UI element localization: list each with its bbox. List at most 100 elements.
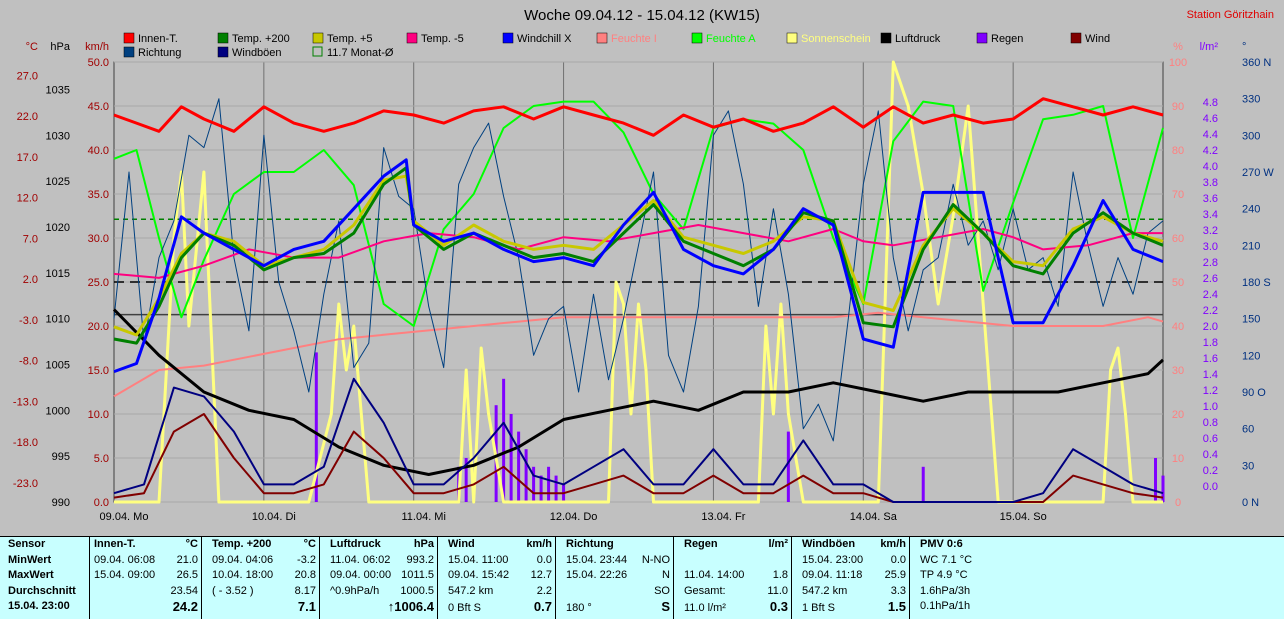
temp-unit: °C bbox=[26, 41, 38, 53]
regen-column: Regen l/m² 11.04. 14:00 1.8 Gesamt: 11.0 11… bbox=[684, 537, 792, 619]
rain-bar bbox=[921, 466, 925, 502]
rain-bar bbox=[524, 449, 528, 502]
wind-tick: 45.0 bbox=[88, 101, 109, 113]
rain-tick: 3.0 bbox=[1203, 241, 1218, 253]
humidity-tick: 50 bbox=[1172, 277, 1184, 289]
x-tick-label: 14.04. Sa bbox=[850, 511, 898, 523]
axes: 27.0 22.0 17.0 12.0 7.0 2.0 -3.0 -8.0 -13.0 -18.0… bbox=[13, 41, 1274, 509]
rain-bar bbox=[554, 475, 558, 502]
temp200-column: Temp. +200 °C 09.04. 04:06 -3.2 10.04. 18:… bbox=[212, 537, 320, 619]
direction-tick: 360 N bbox=[1242, 57, 1271, 69]
temp200-min-time: 09.04. 04:06 bbox=[212, 553, 274, 566]
wind-tick: 35.0 bbox=[88, 189, 109, 201]
legend-label: Temp. -5 bbox=[421, 33, 464, 45]
humidity-tick: 20 bbox=[1172, 409, 1184, 421]
legend-label: Windböen bbox=[232, 47, 282, 59]
temp-tick: -3.0 bbox=[19, 315, 38, 327]
richtung-max-val: N bbox=[662, 569, 670, 581]
row-min-label: MinWert bbox=[8, 553, 52, 566]
rain-tick: 4.4 bbox=[1203, 129, 1218, 141]
rain-tick: 1.0 bbox=[1203, 401, 1218, 413]
richtung-max-time: 15.04. 22:26 bbox=[566, 569, 628, 581]
rain-bar bbox=[502, 378, 506, 502]
boeen-distance: 547.2 km bbox=[802, 584, 848, 597]
boeen-current: 1.5 bbox=[887, 599, 906, 614]
direction-tick: 150 bbox=[1242, 314, 1260, 326]
temp-tick: 7.0 bbox=[23, 233, 38, 245]
direction-unit: ° bbox=[1242, 41, 1246, 53]
sensor-header: Sensor bbox=[8, 538, 46, 550]
x-tick-label: 11.04. Mi bbox=[401, 511, 445, 523]
legend-swatch bbox=[502, 32, 514, 44]
humidity-tick: 100 bbox=[1169, 57, 1187, 69]
x-tick-label: 12.04. Do bbox=[550, 511, 598, 523]
legend-swatch bbox=[217, 46, 229, 58]
regen-max-time: 11.04. 14:00 bbox=[684, 569, 745, 581]
humidity-tick: 10 bbox=[1172, 453, 1184, 465]
druck-min-val: 993.2 bbox=[406, 553, 434, 566]
x-tick-label: 13.04. Fr bbox=[701, 511, 745, 523]
series-windchill-x bbox=[113, 158, 1164, 374]
legend-label: Luftdruck bbox=[895, 33, 941, 45]
direction-tick: 210 bbox=[1242, 240, 1260, 252]
temp-tick: 17.0 bbox=[17, 152, 38, 164]
row-max-label: MaxWert bbox=[8, 569, 54, 581]
humidity-tick: 40 bbox=[1172, 321, 1184, 333]
temp-tick: -8.0 bbox=[19, 356, 38, 368]
boeen-min-val: 0.0 bbox=[890, 553, 906, 566]
innen-min-time: 09.04. 06:08 bbox=[94, 553, 156, 566]
druck-unit: hPa bbox=[413, 538, 434, 550]
direction-tick: 180 S bbox=[1242, 277, 1271, 289]
wind-column: Wind km/h 15.04. 11:00 0.0 09.04. 15:42 12.… bbox=[448, 537, 556, 619]
humidity-tick: 70 bbox=[1172, 189, 1184, 201]
pmv-trend-1h: 0.1hPa/1h bbox=[920, 600, 971, 612]
legend-swatch bbox=[312, 46, 323, 57]
x-tick-label: 15.04. So bbox=[1000, 511, 1047, 523]
pressure-tick: 1015 bbox=[46, 268, 70, 280]
direction-tick: 300 bbox=[1242, 130, 1260, 142]
boeen-bft: 1 Bft S bbox=[802, 602, 836, 614]
rain-bar bbox=[547, 466, 551, 502]
legend-label: Regen bbox=[991, 33, 1023, 45]
wind-title: Wind bbox=[448, 538, 475, 550]
legend-swatch bbox=[1070, 32, 1082, 44]
rain-tick: 1.8 bbox=[1203, 337, 1218, 349]
legend-label: Temp. +5 bbox=[327, 33, 373, 45]
richtung-avg: SO bbox=[654, 584, 670, 597]
legend-label: 11.7 Monat-Ø bbox=[327, 47, 394, 59]
legend-swatch bbox=[217, 32, 229, 44]
innen-max-time: 15.04. 09:00 bbox=[94, 569, 156, 581]
pmv-title: PMV 0:6 bbox=[920, 538, 963, 550]
wind-distance: 547.2 km bbox=[448, 584, 494, 597]
rain-bar bbox=[539, 475, 543, 502]
druck-column: Luftdruck hPa 11.04. 06:02 993.2 09.04. 00… bbox=[330, 537, 438, 619]
pmv-dewpoint: TP 4.9 °C bbox=[920, 569, 968, 581]
innen-current: 24.2 bbox=[172, 599, 198, 614]
temp200-unit: °C bbox=[303, 538, 316, 550]
regen-total-label: Gesamt: bbox=[684, 584, 726, 597]
legend-label: Sonnenschein bbox=[801, 33, 871, 45]
rain-tick: 1.6 bbox=[1203, 353, 1218, 365]
rain-tick: 2.8 bbox=[1203, 257, 1218, 269]
series-windb-en bbox=[113, 377, 1164, 503]
temp200-max-time: 10.04. 18:00 bbox=[212, 569, 274, 581]
legend-swatch bbox=[880, 32, 892, 44]
legend-swatch bbox=[786, 32, 798, 44]
boeen-max-time: 09.04. 11:18 bbox=[802, 569, 863, 581]
pressure-tick: 1030 bbox=[46, 130, 70, 142]
wind-max-time: 09.04. 15:42 bbox=[448, 569, 510, 581]
temp-tick: 27.0 bbox=[17, 70, 38, 82]
legend-label: Feuchte A bbox=[706, 33, 756, 45]
direction-tick: 270 W bbox=[1242, 167, 1274, 179]
richtung-column: Richtung 15.04. 23:44 N-NO 15.04. 22:26 N … bbox=[566, 537, 674, 619]
x-tick-label: 09.04. Mo bbox=[100, 511, 149, 523]
richtung-min-val: N-NO bbox=[641, 553, 670, 566]
direction-tick: 60 bbox=[1242, 424, 1254, 436]
legend-swatch bbox=[312, 32, 324, 44]
direction-tick: 30 bbox=[1242, 460, 1254, 472]
rain-bar bbox=[464, 458, 468, 502]
rain-tick: 4.6 bbox=[1203, 113, 1218, 125]
pressure-tick: 995 bbox=[52, 451, 70, 463]
pressure-tick: 1005 bbox=[46, 360, 70, 372]
humidity-tick: 60 bbox=[1172, 233, 1184, 245]
